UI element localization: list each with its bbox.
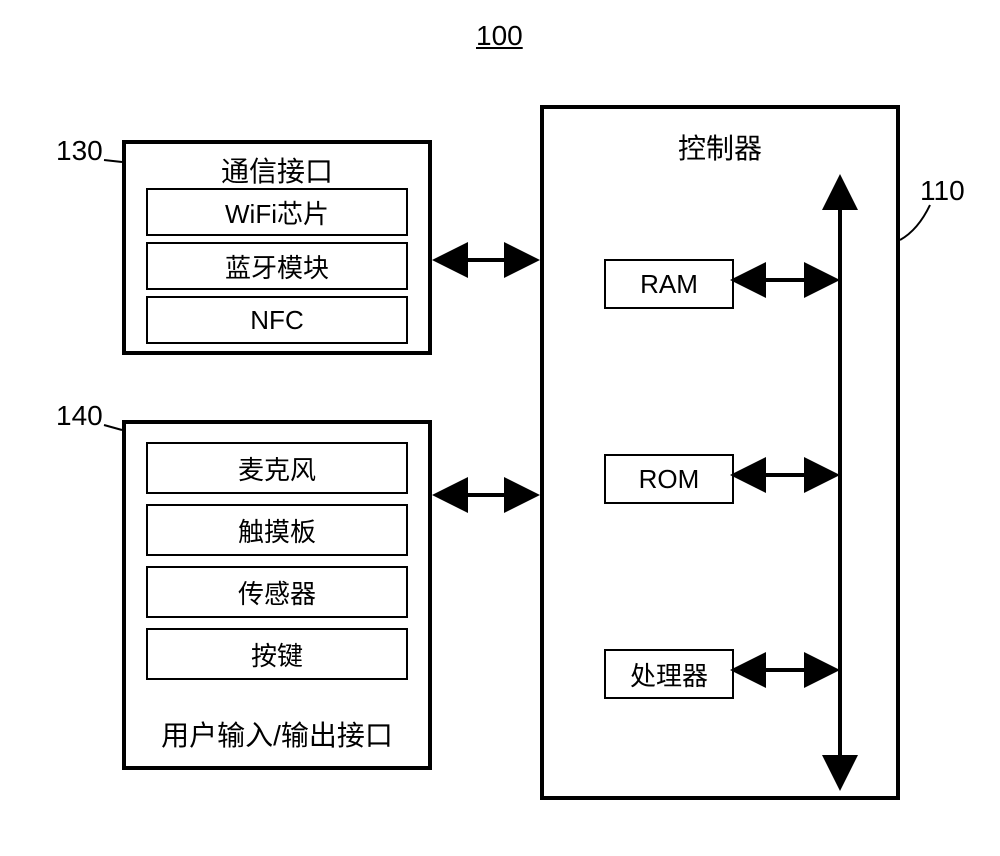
comm-item-nfc: NFC <box>146 296 408 344</box>
controller-item-rom: ROM <box>604 454 734 504</box>
block-controller-title: 控制器 <box>544 127 896 167</box>
diagram-title: 100 <box>476 20 523 52</box>
io-item-sensor: 传感器 <box>146 566 408 618</box>
ref-130: 130 <box>56 135 103 167</box>
leader-110 <box>900 205 930 240</box>
block-io-title: 用户输入/输出接口 <box>126 714 428 754</box>
block-comm: 通信接口 WiFi芯片 蓝牙模块 NFC <box>122 140 432 355</box>
ref-140: 140 <box>56 400 103 432</box>
controller-item-ram: RAM <box>604 259 734 309</box>
leader-140 <box>104 425 122 430</box>
leader-130 <box>104 160 122 162</box>
block-io: 麦克风 触摸板 传感器 按键 用户输入/输出接口 <box>122 420 432 770</box>
comm-item-bluetooth: 蓝牙模块 <box>146 242 408 290</box>
ref-110: 110 <box>920 175 965 207</box>
io-item-mic: 麦克风 <box>146 442 408 494</box>
io-item-touchpad: 触摸板 <box>146 504 408 556</box>
io-item-key: 按键 <box>146 628 408 680</box>
block-controller: 控制器 RAM ROM 处理器 <box>540 105 900 800</box>
block-comm-title: 通信接口 <box>126 150 428 190</box>
controller-item-cpu: 处理器 <box>604 649 734 699</box>
comm-item-wifi: WiFi芯片 <box>146 188 408 236</box>
